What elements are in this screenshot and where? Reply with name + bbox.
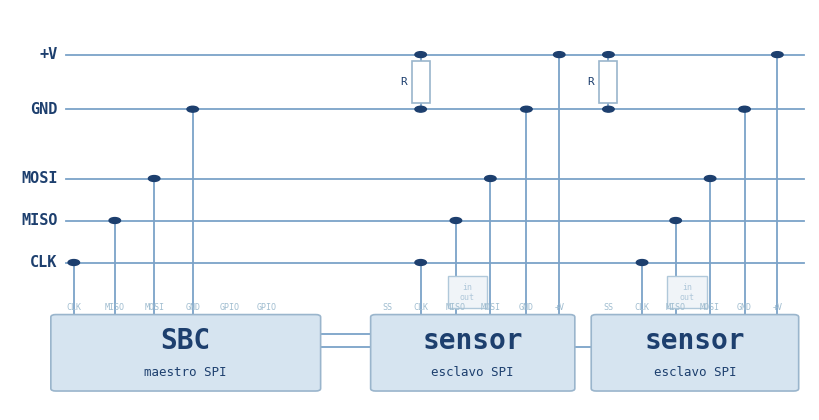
FancyBboxPatch shape (51, 315, 320, 391)
Text: MISO: MISO (665, 303, 685, 312)
Text: MOSI: MOSI (480, 303, 500, 312)
Text: sensor: sensor (422, 327, 523, 355)
Text: esclavo SPI: esclavo SPI (431, 366, 514, 379)
Circle shape (414, 260, 426, 265)
Text: out: out (679, 293, 694, 302)
Circle shape (187, 106, 198, 112)
Circle shape (109, 218, 120, 223)
Text: SS: SS (603, 303, 613, 312)
Text: CLK: CLK (66, 303, 81, 312)
Text: maestro SPI: maestro SPI (144, 366, 227, 379)
Circle shape (450, 218, 461, 223)
Text: out: out (459, 293, 474, 302)
Text: sensor: sensor (644, 327, 744, 355)
Text: +V: +V (771, 303, 781, 312)
Text: R: R (400, 77, 406, 87)
Circle shape (414, 106, 426, 112)
Text: MOSI: MOSI (699, 303, 719, 312)
Text: +V: +V (39, 47, 57, 62)
Text: esclavo SPI: esclavo SPI (653, 366, 735, 379)
Circle shape (602, 52, 613, 58)
Text: +V: +V (554, 303, 563, 312)
Text: GPIO: GPIO (219, 303, 239, 312)
Bar (447, 276, 486, 307)
Text: GND: GND (736, 303, 751, 312)
Circle shape (602, 106, 613, 112)
Bar (667, 276, 706, 307)
Text: MOSI: MOSI (20, 171, 57, 186)
Circle shape (669, 218, 681, 223)
Circle shape (520, 106, 532, 112)
Circle shape (553, 52, 564, 58)
Text: MISO: MISO (105, 303, 124, 312)
FancyBboxPatch shape (370, 315, 574, 391)
Circle shape (148, 176, 160, 181)
Text: in: in (681, 283, 691, 292)
Circle shape (704, 176, 715, 181)
Text: GND: GND (30, 102, 57, 117)
Text: MOSI: MOSI (144, 303, 164, 312)
Text: CLK: CLK (30, 255, 57, 270)
Bar (599, 61, 617, 103)
Text: CLK: CLK (413, 303, 428, 312)
Circle shape (636, 260, 647, 265)
FancyBboxPatch shape (590, 315, 798, 391)
Circle shape (484, 176, 495, 181)
Text: GND: GND (518, 303, 533, 312)
Text: in: in (462, 283, 472, 292)
Circle shape (738, 106, 749, 112)
Circle shape (771, 52, 782, 58)
Text: R: R (587, 77, 594, 87)
Text: GND: GND (185, 303, 200, 312)
Text: SS: SS (382, 303, 391, 312)
Text: SBC: SBC (161, 327, 210, 355)
Circle shape (414, 52, 426, 58)
Text: CLK: CLK (634, 303, 649, 312)
Text: MISO: MISO (20, 213, 57, 228)
Text: GPIO: GPIO (256, 303, 276, 312)
Circle shape (68, 260, 79, 265)
Bar (411, 61, 429, 103)
Text: MISO: MISO (446, 303, 465, 312)
